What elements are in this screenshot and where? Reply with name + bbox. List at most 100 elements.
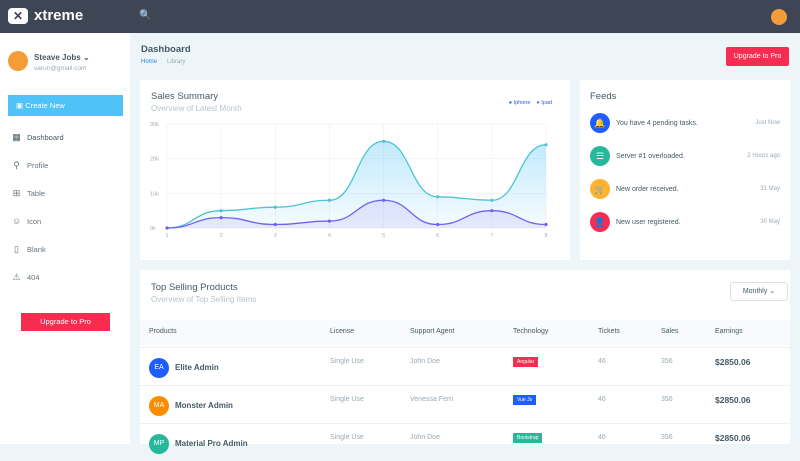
search-icon[interactable]: 🔍 — [139, 10, 152, 21]
user-email: varun@gmail.com — [34, 65, 87, 72]
data-point — [273, 205, 277, 209]
sales: 356 — [661, 434, 673, 441]
chevron-down-icon: ⌄ — [82, 53, 90, 62]
sidebar-item-404[interactable]: ⚠ 404 — [12, 272, 39, 283]
logo-icon: ✕ — [8, 7, 28, 24]
user-avatar — [8, 51, 28, 71]
top-selling-card: Top Selling Products Overview of Top Sel… — [140, 270, 790, 454]
support-agent: John Doe — [410, 434, 440, 441]
earnings: $2850.06 — [715, 395, 751, 405]
series-area-ipad — [167, 200, 546, 228]
feed-text: New user registered. — [616, 218, 681, 226]
server-icon: ☰ — [590, 146, 610, 166]
user-icon: 👤 — [590, 212, 610, 232]
column-header: Support Agent — [410, 328, 455, 335]
file-icon: ▯ — [14, 244, 19, 254]
data-point — [544, 143, 548, 147]
column-header: License — [330, 328, 355, 335]
data-point — [219, 216, 223, 220]
label: Profile — [27, 161, 49, 170]
sidebar-item-blank[interactable]: ▯ Blank — [12, 244, 46, 255]
label: Table — [27, 189, 45, 198]
feed-time: Just Now — [755, 120, 780, 126]
label: Icon — [27, 216, 42, 226]
feed-time: 30 May — [760, 219, 780, 225]
x-tick-label: 5 — [382, 233, 385, 239]
product-avatar: MA — [149, 396, 169, 416]
license: Single Use — [330, 396, 364, 403]
user-menu[interactable]: Steave Jobs ⌄ — [34, 53, 90, 62]
grid-icon: ▦ — [12, 132, 21, 142]
breadcrumb-library: Library — [167, 59, 186, 65]
bell-icon: 🔔 — [590, 113, 610, 133]
smile-icon: ☺ — [12, 216, 22, 226]
table-icon: ⊞ — [12, 188, 21, 198]
series-line-ipad — [166, 199, 547, 229]
column-header: Products — [149, 328, 177, 335]
support-agent: John Doe — [410, 358, 440, 365]
table-row: MA Monster Admin Single Use Venessa Fern… — [140, 385, 790, 423]
tickets: 46 — [598, 434, 606, 441]
tickets: 46 — [598, 358, 606, 365]
page-title: Dashboard — [141, 44, 191, 55]
sidebar-item-profile[interactable]: ⚲ Profile — [12, 160, 48, 171]
sidebar-item-table[interactable]: ⊞ Table — [12, 188, 45, 199]
feed-text: You have 4 pending tasks. — [616, 119, 698, 127]
technology-badge: Angular — [513, 357, 539, 367]
feed-item[interactable]: 🛒 New order received. 31 May — [590, 179, 780, 199]
sidebar-item-icon[interactable]: ☺ Icon — [12, 216, 41, 226]
sales-chart: 0k 10k 20k 30k 1 2 3 4 5 6 7 8 — [150, 122, 548, 239]
avatar[interactable] — [771, 9, 787, 25]
card-subtitle: Overview of Latest Month — [151, 104, 242, 113]
support-agent: Venessa Fern — [410, 396, 454, 403]
x-tick-label: 6 — [436, 233, 439, 239]
feed-time: 2 Hours ago — [747, 153, 780, 159]
dot-icon: ● — [508, 100, 513, 106]
create-new-button[interactable]: ▣ Create New — [8, 95, 123, 116]
data-point — [490, 198, 494, 202]
feed-text: Server #1 overloaded. — [616, 152, 685, 160]
data-point — [273, 222, 277, 227]
breadcrumb: Home Library — [141, 59, 185, 65]
user-name: Steave Jobs — [34, 53, 81, 62]
period-value: Monthly — [742, 288, 768, 295]
alert-icon: ⚠ — [12, 272, 21, 282]
period-select[interactable]: Monthly ⌄ — [730, 282, 788, 301]
table-header — [140, 320, 790, 345]
chevron-down-icon: ⌄ — [769, 288, 776, 295]
card-title: Sales Summary — [151, 91, 219, 102]
x-tick-label: 3 — [274, 233, 277, 239]
dot-icon: ● — [536, 100, 540, 106]
label: Dashboard — [27, 133, 64, 142]
upgrade-button[interactable]: Upgrade to Pro — [726, 47, 789, 66]
x-tick-label: 7 — [490, 233, 493, 239]
column-header: Technology — [513, 328, 549, 335]
x-tick-label: 8 — [545, 233, 548, 239]
series-area-iphone — [167, 141, 546, 228]
user-icon: ⚲ — [13, 160, 20, 170]
product-avatar: EA — [149, 358, 169, 378]
app-name: xtreme — [34, 7, 84, 24]
feed-item[interactable]: ☰ Server #1 overloaded. 2 Hours ago — [590, 146, 780, 166]
column-header: Tickets — [598, 328, 620, 335]
breadcrumb-home[interactable]: Home — [141, 59, 158, 65]
data-point — [219, 209, 223, 213]
sidebar-item-dashboard[interactable]: ▦ Dashboard — [12, 132, 64, 143]
earnings: $2850.06 — [715, 433, 751, 443]
feed-item[interactable]: 👤 New user registered. 30 May — [590, 212, 780, 232]
x-tick-label: 1 — [166, 233, 169, 239]
data-point — [381, 139, 386, 143]
sales: 356 — [661, 396, 673, 403]
chart-legend: ● Iphone ● Ipad — [509, 100, 552, 106]
technology-badge: Vue Js — [513, 395, 537, 405]
x-tick-label: 4 — [328, 233, 331, 239]
feed-item[interactable]: 🔔 You have 4 pending tasks. Just Now — [590, 113, 780, 133]
data-point — [381, 198, 386, 202]
legend-ipad: ● Ipad — [536, 100, 552, 106]
logo[interactable]: ✕ xtreme — [8, 7, 83, 24]
sidebar-upgrade-button[interactable]: Upgrade to Pro — [21, 313, 110, 331]
table-row: MP Material Pro Admin Single Use John Do… — [140, 423, 790, 461]
card-subtitle: Overview of Top Selling Items — [151, 295, 257, 304]
y-tick-label: 30k — [150, 122, 159, 128]
topbar: ✕ xtreme 🔍 — [0, 0, 800, 33]
